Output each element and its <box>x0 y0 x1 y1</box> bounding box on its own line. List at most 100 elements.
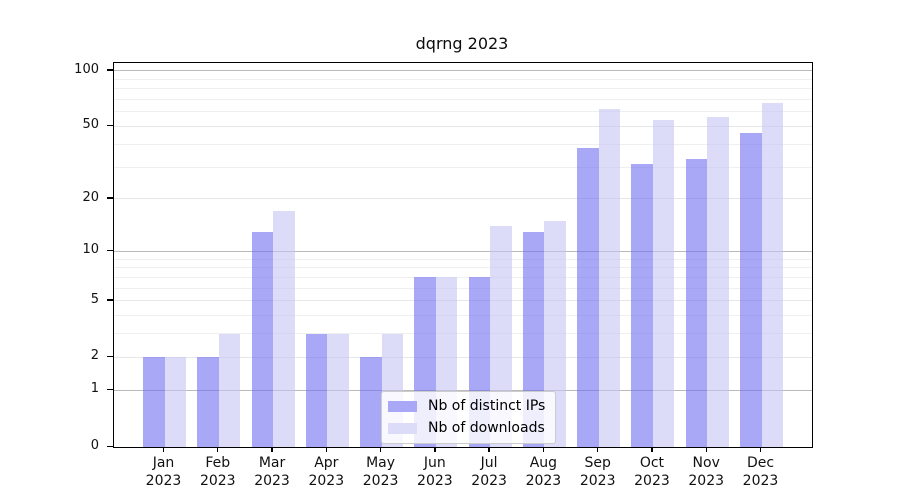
x-label-year: 2023 <box>471 473 507 489</box>
y-tick-label-20: 20 <box>82 189 99 205</box>
x-label-month: Jun <box>423 455 446 471</box>
y-tick-label-50: 50 <box>82 117 99 133</box>
y-tick-label-100: 100 <box>74 61 99 77</box>
x-label-year: 2023 <box>634 473 670 489</box>
x-tick-label-jul: Jul 2023 <box>471 454 507 490</box>
x-tick-feb <box>217 447 219 452</box>
gridline-8 <box>114 267 812 269</box>
x-label-year: 2023 <box>199 473 236 489</box>
gridline-20 <box>114 198 812 200</box>
y-tick-label-2: 2 <box>90 348 99 364</box>
bar-nov-downloads <box>707 117 729 447</box>
bar-mar-ips <box>251 231 274 447</box>
y-tick-label-1: 1 <box>90 381 99 397</box>
x-label-year: 2023 <box>254 473 290 489</box>
bar-dec-ips <box>740 133 762 447</box>
x-tick-label-mar: Mar 2023 <box>254 454 290 490</box>
x-label-month: Mar <box>258 455 286 471</box>
y-tick-5 <box>107 299 113 301</box>
y-tick-label-5: 5 <box>90 291 99 307</box>
x-tick-label-dec: Dec 2023 <box>743 454 779 490</box>
y-tick-20 <box>107 197 113 199</box>
x-label-month: Apr <box>314 455 339 471</box>
x-label-year: 2023 <box>579 473 616 489</box>
y-tick-label-10: 10 <box>82 242 99 258</box>
legend-row-ips: Nb of distinct IPs <box>388 398 545 415</box>
gridline-60 <box>114 111 812 113</box>
bar-aug-downloads <box>544 220 566 447</box>
gridline-100 <box>114 70 812 72</box>
bar-jan-ips <box>143 357 165 447</box>
gridline-3 <box>114 333 812 335</box>
x-label-month: Oct <box>639 455 665 471</box>
bar-nov-ips <box>685 159 708 447</box>
legend-row-downloads: Nb of downloads <box>388 420 545 437</box>
x-tick-jun <box>434 447 436 452</box>
x-tick-aug <box>542 447 545 452</box>
x-label-month: Dec <box>746 455 775 471</box>
bar-may-ips <box>360 357 382 447</box>
x-label-year: 2023 <box>525 473 562 489</box>
legend: Nb of distinct IPs Nb of downloads <box>381 391 557 444</box>
gridline-70 <box>114 98 812 100</box>
x-label-month: Jan <box>152 455 175 471</box>
legend-label-downloads: Nb of downloads <box>428 420 545 436</box>
legend-label-ips: Nb of distinct IPs <box>428 398 546 414</box>
gridline-7 <box>114 276 812 278</box>
x-label-year: 2023 <box>308 473 345 489</box>
x-tick-label-oct: Oct 2023 <box>634 454 670 490</box>
y-tick-50 <box>107 124 113 127</box>
gridline-50 <box>114 125 812 127</box>
x-axis: Jan 2023 Feb 2023 Mar 2023 Apr 2023 May 2023 Jun 20… <box>113 447 811 500</box>
bar-feb-ips <box>197 357 219 447</box>
x-tick-label-jun: Jun 2023 <box>417 454 453 490</box>
y-tick-2 <box>107 355 113 358</box>
chart-title: dqrng 2023 <box>415 34 509 53</box>
x-tick-label-aug: Aug 2023 <box>526 454 562 490</box>
gridline-10 <box>114 250 812 252</box>
bar-jan-downloads <box>164 357 186 447</box>
x-tick-label-sep: Sep 2023 <box>580 454 616 490</box>
x-tick-mar <box>271 447 273 452</box>
gridline-40 <box>114 143 812 145</box>
x-tick-sep <box>596 447 599 452</box>
x-label-month: Sep <box>584 455 611 471</box>
bar-oct-downloads <box>652 120 675 447</box>
bar-sep-downloads <box>598 109 621 447</box>
y-tick-100 <box>107 69 113 71</box>
bar-sep-ips <box>577 148 599 447</box>
x-label-year: 2023 <box>362 473 399 489</box>
x-label-year: 2023 <box>742 473 779 489</box>
y-tick-label-0: 0 <box>90 438 99 453</box>
x-label-month: Feb <box>205 455 231 471</box>
y-tick-0 <box>107 445 113 447</box>
x-label-year: 2023 <box>417 473 453 489</box>
legend-swatch-ips <box>388 401 417 412</box>
gridline-2 <box>114 356 812 358</box>
plot-area: Nb of distinct IPs Nb of downloads <box>113 62 813 448</box>
x-tick-label-may: May 2023 <box>363 454 399 490</box>
bar-oct-ips <box>631 164 653 447</box>
gridline-4 <box>114 315 812 317</box>
gridline-80 <box>114 88 812 90</box>
bar-dec-downloads <box>761 102 783 447</box>
x-label-year: 2023 <box>688 473 725 489</box>
x-label-month: May <box>366 455 396 471</box>
x-tick-label-nov: Nov 2023 <box>688 454 724 490</box>
y-tick-10 <box>107 249 113 252</box>
legend-swatch-downloads <box>388 423 417 434</box>
gridline-30 <box>114 166 812 168</box>
x-label-month: Aug <box>529 455 558 471</box>
x-tick-jul <box>488 447 490 452</box>
x-label-month: Nov <box>692 455 720 471</box>
x-tick-nov <box>705 447 707 452</box>
gridline-6 <box>114 287 812 289</box>
bar-apr-downloads <box>327 333 349 447</box>
bar-feb-downloads <box>218 333 241 447</box>
x-tick-may <box>379 447 382 452</box>
x-tick-apr <box>325 447 327 452</box>
y-axis: 0 1 2 5 10 20 50 100 <box>0 61 113 453</box>
x-tick-jan <box>162 447 165 452</box>
gridline-90 <box>114 78 812 80</box>
